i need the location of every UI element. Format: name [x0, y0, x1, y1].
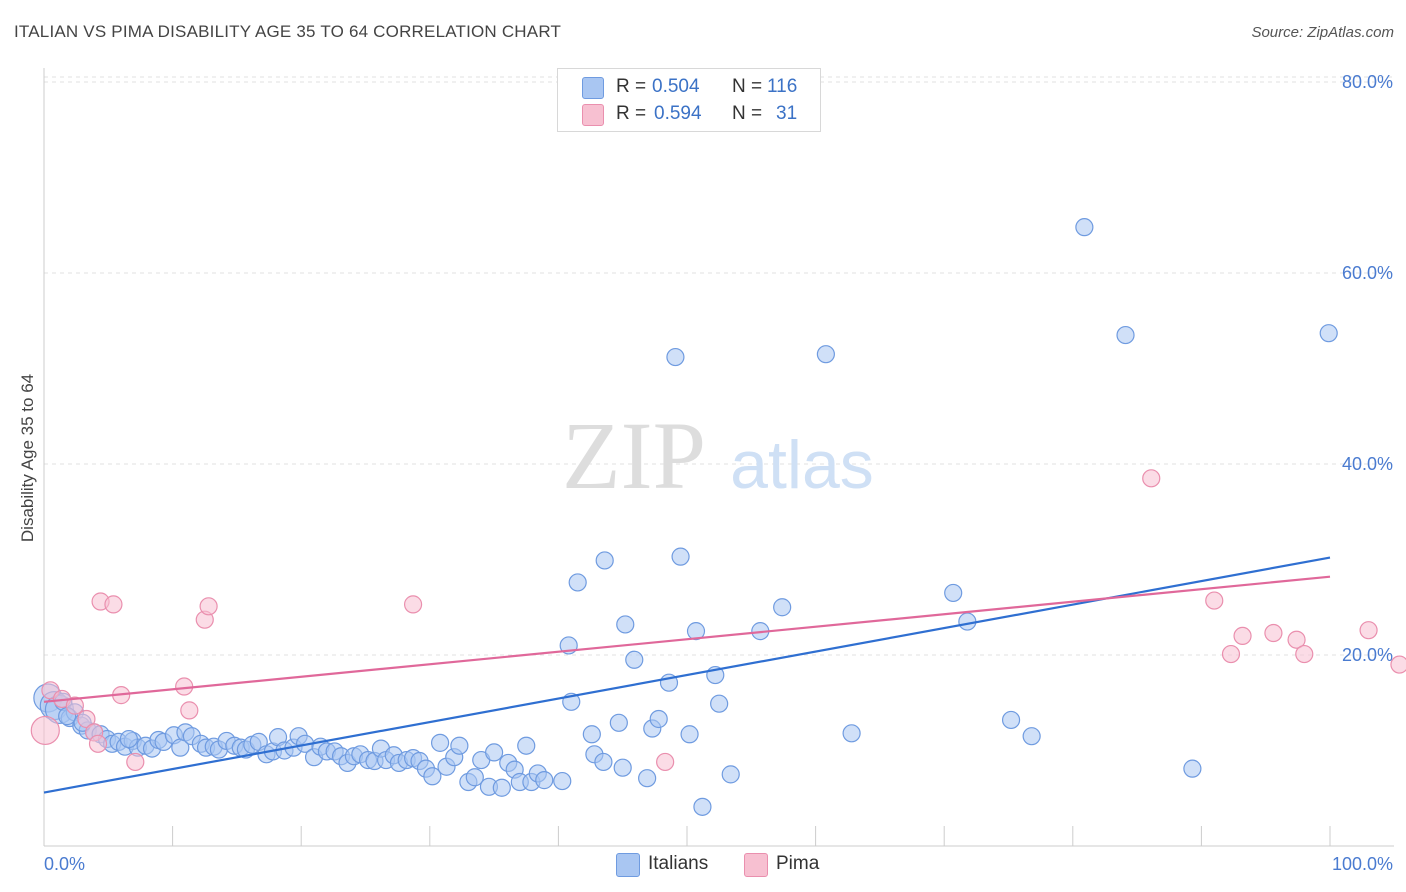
italians-point: [1319, 324, 1338, 343]
italians-point: [693, 797, 712, 816]
italians-point: [423, 767, 442, 786]
pima-point: [104, 595, 123, 614]
italians-point: [842, 724, 861, 743]
italians-swatch: [582, 77, 604, 99]
italians-point: [773, 598, 792, 617]
pima-point: [199, 597, 218, 616]
italians-point: [517, 736, 536, 755]
italians-point: [609, 713, 628, 732]
italians-point: [616, 615, 635, 634]
italians-point: [958, 612, 977, 631]
pima-point: [30, 715, 60, 746]
italians-point: [465, 768, 484, 787]
legend-r-label: R =: [616, 103, 647, 124]
trend-lines: [43, 556, 1331, 794]
y-axis-label: Disability Age 35 to 64: [18, 374, 37, 542]
pima-point: [65, 696, 84, 715]
pima-point: [126, 752, 145, 772]
italians-trend-line: [43, 556, 1331, 794]
italians-point: [582, 725, 601, 744]
italians-point: [568, 573, 587, 592]
legend-n-value: 31: [776, 103, 798, 124]
italians-point: [430, 733, 450, 752]
italians-point: [1022, 727, 1041, 746]
italians-point: [1075, 218, 1094, 237]
pima-point: [180, 701, 199, 720]
y-tick-label: 60.0%: [1342, 263, 1393, 283]
italians-point: [625, 650, 644, 669]
pima-point: [1390, 655, 1406, 674]
y-tick-label: 40.0%: [1342, 454, 1393, 474]
y-tick-label: 80.0%: [1342, 72, 1393, 92]
italians-point: [686, 622, 706, 641]
italians-point: [613, 758, 632, 777]
watermark-atlas: atlas: [730, 427, 874, 503]
pima-point: [403, 595, 423, 614]
italians-point: [710, 694, 729, 713]
pima-trend-line: [43, 575, 1331, 703]
watermark-zip: ZIP: [562, 402, 706, 509]
italians-point: [594, 752, 613, 772]
source-credit: Source: ZipAtlas.com: [1251, 24, 1394, 41]
italians-point: [1116, 325, 1135, 345]
italians-point: [638, 769, 657, 788]
italians-point: [671, 547, 690, 566]
legend-r-label: R =: [616, 76, 647, 97]
legend-r-value: 0.504: [652, 76, 700, 97]
italians-point: [1183, 759, 1202, 778]
pima-point: [1359, 621, 1378, 640]
pima-points: [30, 469, 1406, 772]
gridlines: [44, 76, 1394, 656]
pima-point: [77, 709, 96, 729]
italians-point: [119, 729, 138, 749]
italians-point: [595, 551, 614, 570]
pima-point: [1287, 630, 1306, 649]
legend-n-label: N =: [732, 76, 763, 97]
x-tick-label-min: 0.0%: [44, 854, 85, 874]
x-axis-ticks: [43, 826, 1331, 846]
bottom-legend-pima-label: Pima: [776, 853, 820, 874]
legend-n-label: N =: [732, 103, 763, 124]
italians-point: [485, 743, 504, 762]
bottom-legend-italians-label: Italians: [648, 853, 709, 874]
italians-point: [1001, 710, 1021, 730]
italians-point: [666, 347, 685, 367]
italians-point: [553, 771, 572, 791]
italians-point: [450, 736, 469, 755]
pima-point: [1205, 591, 1224, 610]
italians-point: [721, 765, 740, 784]
italians-point: [492, 778, 511, 797]
italians-point: [680, 725, 699, 744]
italians-point: [535, 771, 554, 790]
pima-point: [1142, 469, 1161, 488]
y-tick-label: 20.0%: [1342, 645, 1393, 665]
italians-point: [944, 583, 963, 603]
italians-point: [816, 345, 835, 364]
pima-point: [1295, 644, 1314, 664]
pima-swatch: [744, 853, 768, 877]
italians-swatch: [616, 853, 640, 877]
pima-point: [656, 752, 675, 772]
x-tick-label-max: 100.0%: [1332, 854, 1393, 874]
pima-point: [88, 734, 108, 753]
italians-points: [33, 218, 1338, 816]
y-tick-labels: 20.0% 40.0% 60.0% 80.0%: [1342, 72, 1393, 665]
pima-swatch: [582, 104, 604, 126]
legend-r-value: 0.594: [654, 103, 702, 124]
italians-point: [649, 709, 668, 729]
pima-point: [1264, 623, 1283, 643]
watermark: ZIP atlas: [562, 402, 874, 509]
stats-legend: R = 0.504 N = 116 R = 0.594 N = 31: [557, 68, 821, 132]
chart-title: ITALIAN VS PIMA DISABILITY AGE 35 TO 64 …: [14, 22, 562, 41]
legend-n-value: 116: [767, 76, 798, 97]
pima-point: [1233, 626, 1252, 646]
pima-point: [1221, 644, 1241, 664]
